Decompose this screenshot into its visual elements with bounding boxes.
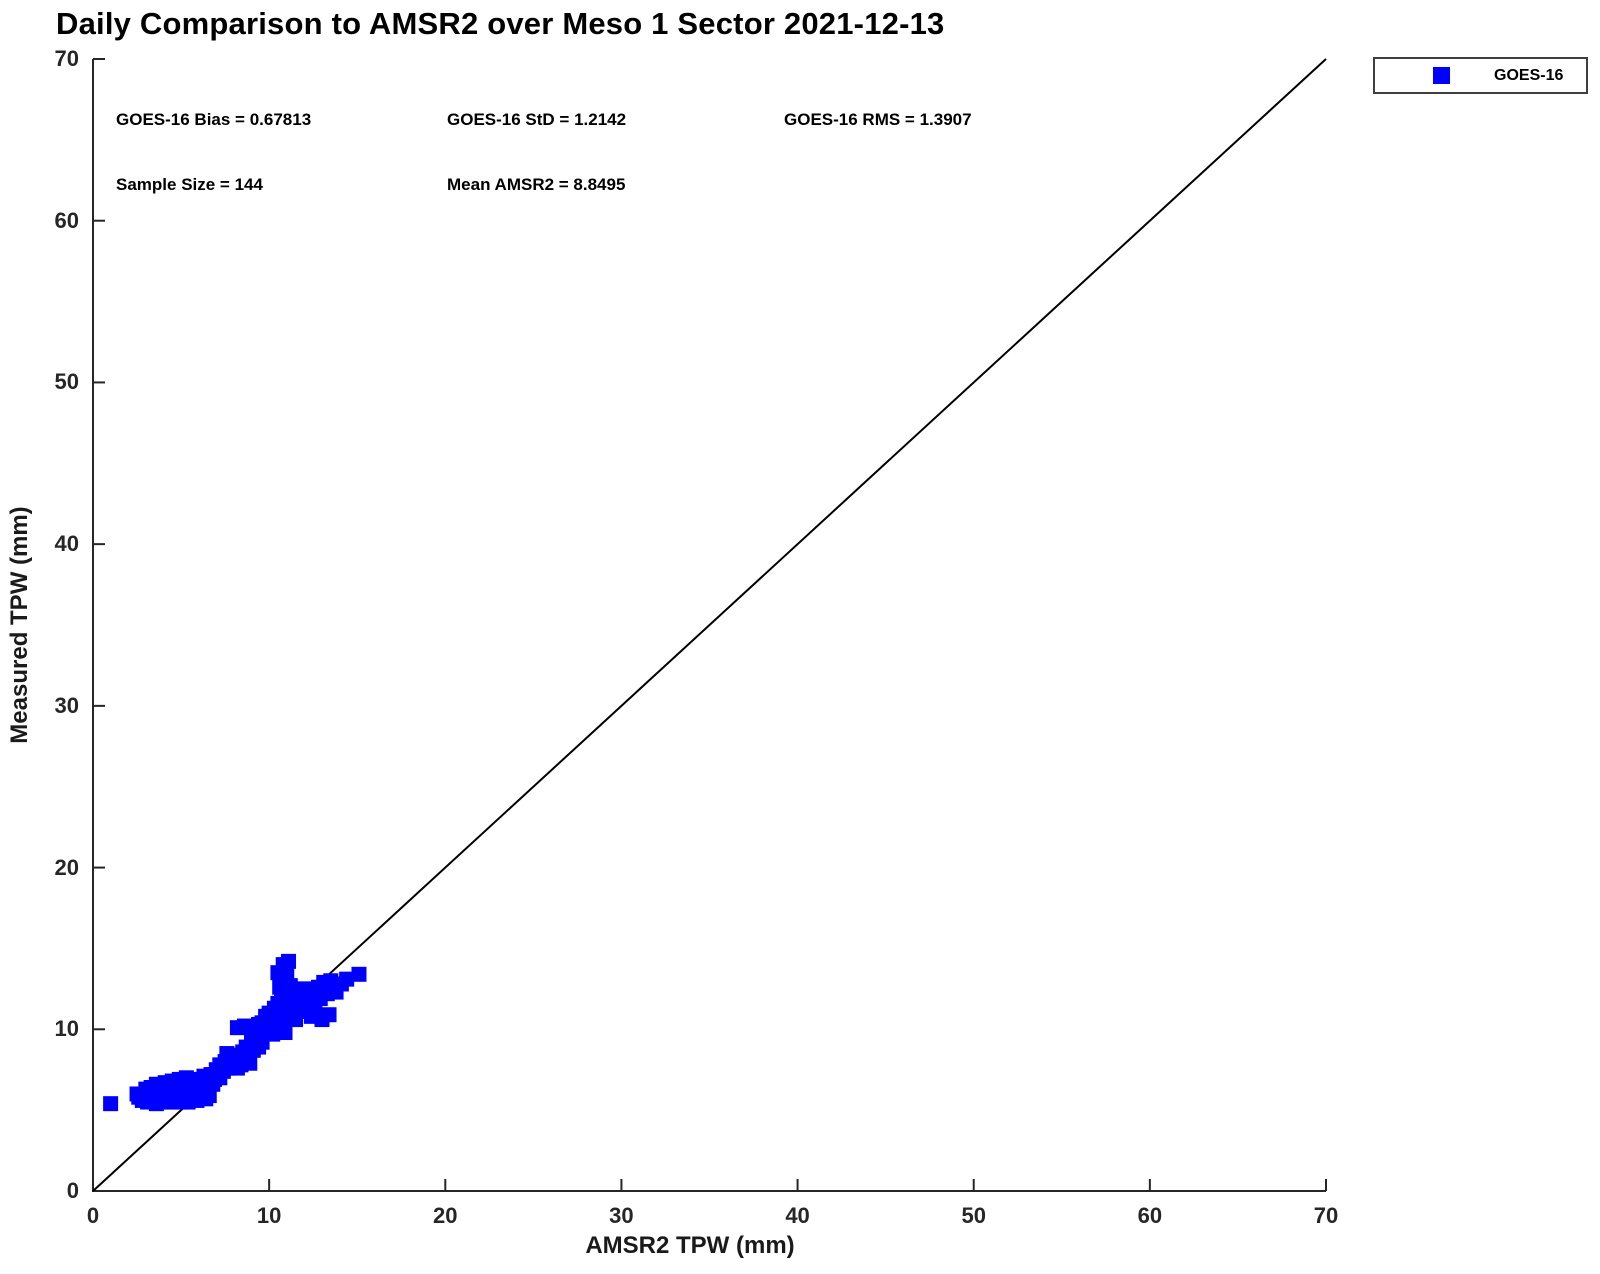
data-point-marker — [339, 971, 355, 987]
y-axis-label: Measured TPW (mm) — [6, 506, 33, 744]
stat-std: GOES-16 StD = 1.2142 — [447, 110, 627, 129]
data-point-marker — [351, 966, 367, 982]
stat-bias: GOES-16 Bias = 0.67813 — [116, 110, 312, 129]
x-tick-label: 20 — [433, 1203, 458, 1228]
data-point-marker — [233, 1057, 249, 1073]
data-point-marker — [281, 953, 297, 969]
x-tick-label: 40 — [785, 1203, 810, 1228]
x-tick-label: 10 — [256, 1203, 282, 1228]
x-axis-label: AMSR2 TPW (mm) — [585, 1232, 795, 1259]
y-tick-label: 50 — [54, 369, 79, 395]
x-tick-label: 50 — [961, 1203, 986, 1228]
data-point-marker — [303, 1008, 319, 1024]
y-tick-label: 40 — [54, 531, 79, 557]
data-point-marker — [272, 979, 288, 995]
y-tick-label: 10 — [54, 1016, 79, 1042]
y-tick-label: 30 — [54, 692, 79, 718]
data-point-marker — [219, 1046, 235, 1062]
data-point-marker — [321, 1007, 337, 1023]
stat-sample-size: Sample Size = 144 — [116, 175, 263, 194]
data-point-marker — [201, 1088, 217, 1104]
data-point-marker — [277, 1025, 293, 1041]
stat-mean-amsr2: Mean AMSR2 = 8.8495 — [447, 175, 626, 194]
y-tick-label: 70 — [54, 46, 79, 71]
data-point-marker — [288, 1012, 304, 1028]
legend-box: GOES-16 — [1373, 57, 1588, 94]
data-point-marker — [103, 1096, 119, 1112]
stat-rms: GOES-16 RMS = 1.3907 — [784, 110, 972, 129]
x-tick-label: 70 — [1313, 1203, 1339, 1228]
legend-item-label: GOES-16 — [1494, 66, 1564, 84]
y-tick-label: 20 — [54, 854, 79, 880]
legend-square-marker-icon — [1433, 67, 1450, 84]
x-tick-label: 60 — [1137, 1203, 1163, 1228]
data-point-marker — [205, 1076, 221, 1092]
data-point-marker — [138, 1081, 154, 1097]
data-point-marker — [251, 1039, 267, 1055]
x-tick-label: 30 — [609, 1203, 634, 1228]
y-tick-label: 0 — [66, 1178, 79, 1203]
chart-title: Daily Comparison to AMSR2 over Meso 1 Se… — [56, 6, 945, 41]
x-tick-label: 0 — [86, 1203, 100, 1228]
y-tick-label: 60 — [54, 207, 79, 233]
